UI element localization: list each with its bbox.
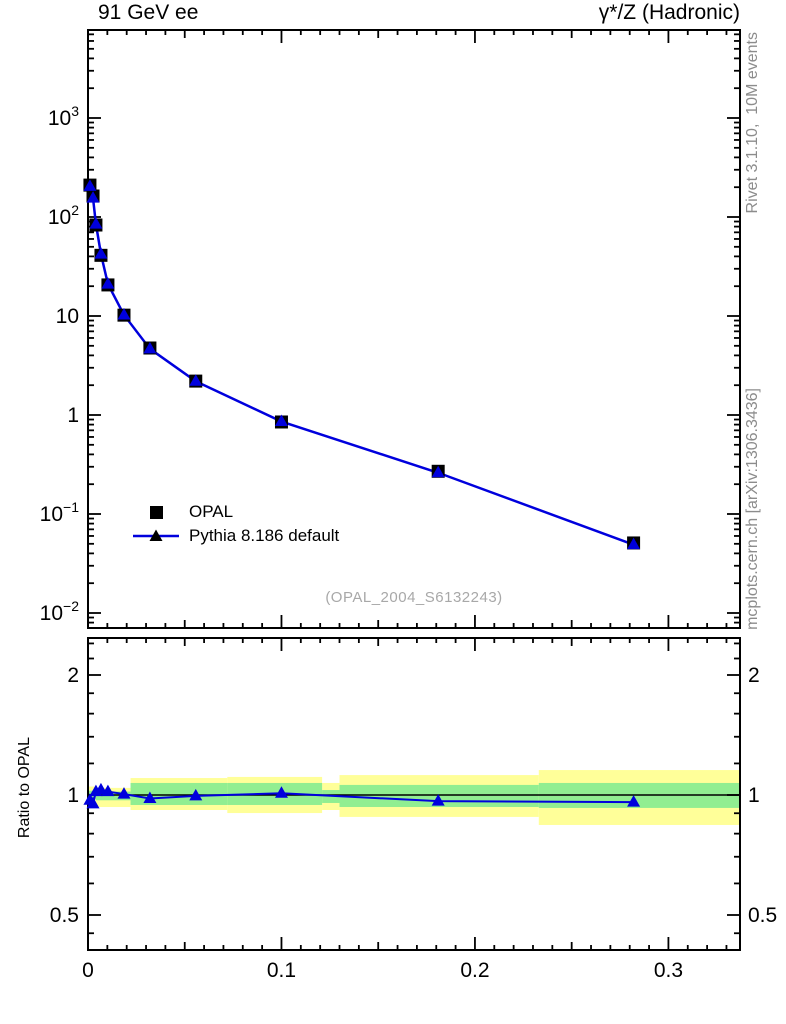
- mc-point-triangle: [627, 795, 641, 807]
- main-y-tick-label: 10−2: [40, 598, 80, 625]
- mc-point-triangle: [117, 787, 131, 799]
- axis-ticks: [87, 30, 740, 950]
- main-y-tick-label: 102: [48, 202, 79, 229]
- mc-point-triangle: [86, 796, 100, 809]
- legend: OPAL Pythia 8.186 default: [133, 500, 339, 548]
- mc-point-triangle: [94, 247, 108, 259]
- mc-point-triangle: [274, 786, 288, 798]
- x-tick-label: 0.2: [460, 959, 489, 982]
- main-y-tick-label: 10: [56, 305, 79, 328]
- ratio-y-tick-label-right: 0.5: [748, 904, 777, 927]
- ratio-y-tick-label-left: 0.5: [50, 904, 79, 927]
- data-points-squares: [83, 178, 641, 550]
- beam-energy-title: 91 GeV ee: [98, 1, 199, 24]
- mc-point-triangle: [83, 179, 97, 191]
- ratio-y-tick-label-left: 1: [67, 784, 79, 807]
- square-marker-icon: [133, 505, 179, 519]
- mc-point-triangle: [189, 788, 203, 801]
- ratio-panel-frame: [87, 637, 741, 951]
- legend-item-mc: Pythia 8.186 default: [133, 524, 339, 548]
- mc-point-triangle: [101, 277, 115, 289]
- ratio-y-tick-label-right: 2: [748, 664, 760, 687]
- mcplots-arxiv-note: mcplots.cern.ch [arXiv:1306.3436]: [744, 388, 761, 630]
- mc-point-triangle: [189, 374, 203, 386]
- main-y-tick-label: 1: [67, 404, 79, 427]
- mc-point-triangle: [86, 191, 100, 203]
- x-tick-label: 0.1: [267, 959, 296, 982]
- main-y-tick-label: 103: [48, 103, 79, 130]
- analysis-id-watermark: (OPAL_2004_S6132243): [325, 589, 503, 606]
- legend-item-data: OPAL: [133, 500, 339, 524]
- mc-point-triangle: [101, 784, 115, 797]
- mc-curve: [88, 186, 635, 546]
- ratio-y-tick-label-left: 2: [67, 664, 79, 687]
- mc-point-triangle: [143, 341, 157, 354]
- main-panel-frame: [87, 29, 741, 629]
- rivet-version-note: Rivet 3.1.10, 10M events: [744, 32, 761, 214]
- x-tick-label: 0.3: [654, 959, 683, 982]
- mc-point-triangle: [274, 414, 288, 427]
- mc-point-triangle: [143, 791, 157, 803]
- legend-label: OPAL: [189, 502, 234, 521]
- mc-points-triangles: [83, 179, 641, 550]
- mc-point-triangle: [627, 537, 641, 550]
- ratio-axis-title: Ratio to OPAL: [16, 737, 33, 839]
- mc-point-triangle: [149, 529, 163, 541]
- mc-point-triangle: [431, 794, 445, 806]
- process-title: γ*/Z (Hadronic): [598, 1, 740, 24]
- mc-point-triangle: [431, 465, 445, 478]
- ratio-points-triangles: [83, 782, 641, 809]
- x-tick-label: 0: [82, 959, 94, 982]
- mc-point-triangle: [89, 217, 103, 229]
- ratio-uncertainty-bands: [88, 770, 740, 825]
- main-y-tick-label: 10−1: [40, 499, 80, 526]
- band-green: [130, 782, 228, 805]
- triangle-line-marker-icon: [133, 529, 179, 543]
- ratio-y-tick-label-right: 1: [748, 784, 760, 807]
- mc-point-triangle: [117, 307, 131, 320]
- legend-label: Pythia 8.186 default: [189, 526, 340, 545]
